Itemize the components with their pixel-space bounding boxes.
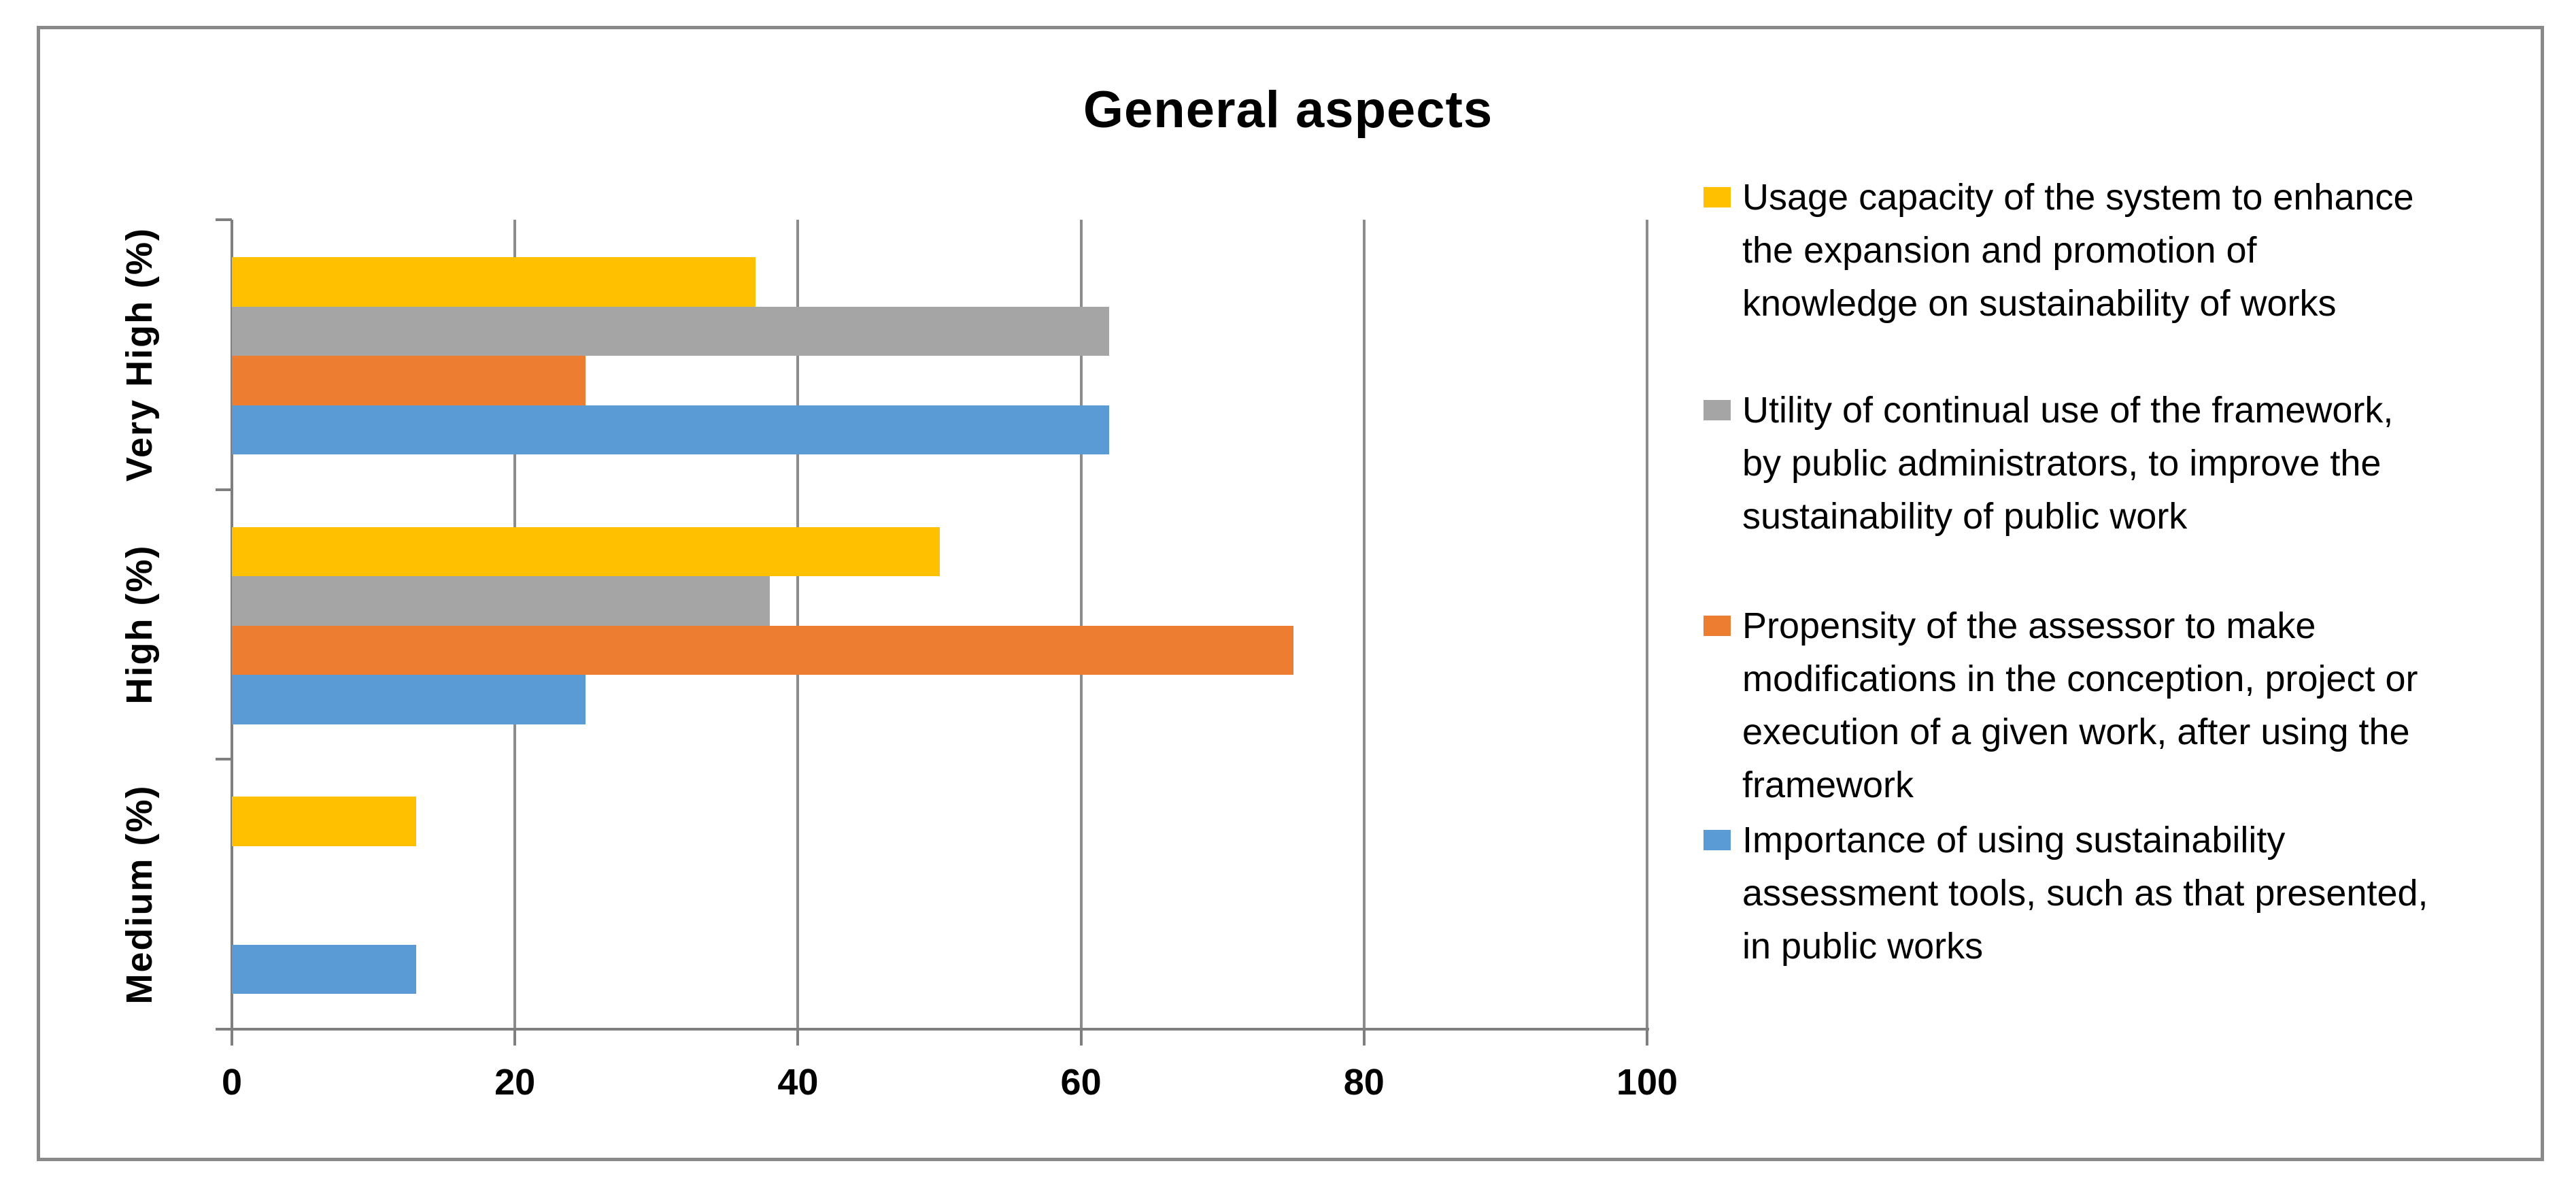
bar-2-high-	[232, 625, 1293, 675]
gridline	[1362, 220, 1366, 1029]
bar-3-medium-	[232, 944, 416, 994]
x-tick-label: 20	[494, 1062, 536, 1103]
x-axis-tick	[1079, 1029, 1083, 1046]
bar-3-high-	[232, 675, 586, 724]
y-axis-tick	[216, 758, 232, 761]
x-axis-tick	[1646, 1029, 1648, 1046]
category-label: Very High (%)	[119, 227, 160, 482]
bar-0-very-high-	[232, 257, 756, 307]
x-tick-label: 100	[1616, 1062, 1678, 1103]
legend-label: Propensity of the assessor to make modif…	[1742, 605, 2418, 805]
legend-swatch	[1704, 400, 1731, 420]
bar-1-very-high-	[232, 306, 1110, 356]
category-label: High (%)	[119, 544, 160, 705]
x-axis-tick	[796, 1029, 800, 1046]
bar-0-high-	[232, 526, 940, 577]
bar-0-medium-	[232, 797, 416, 846]
x-axis-line	[216, 1028, 1649, 1031]
legend-swatch	[1704, 187, 1731, 207]
chart-title: General aspects	[1083, 81, 1493, 139]
gridline	[1079, 220, 1083, 1029]
x-tick-label: 60	[1060, 1062, 1102, 1103]
x-tick-label: 40	[777, 1062, 819, 1103]
category-label: Medium (%)	[119, 784, 160, 1005]
y-axis-tick	[216, 488, 232, 491]
legend-label: Importance of using sustainability asses…	[1742, 820, 2428, 967]
x-axis-tick	[513, 1029, 517, 1046]
x-axis-tick	[1362, 1029, 1366, 1046]
legend-swatch	[1704, 830, 1731, 850]
legend-swatch	[1704, 616, 1731, 636]
legend-label: Utility of continual use of the framewor…	[1742, 390, 2394, 537]
gridline	[1646, 220, 1648, 1029]
bar-1-high-	[232, 576, 770, 626]
bar-2-very-high-	[232, 356, 586, 405]
chart-border	[37, 26, 2544, 1161]
x-tick-label: 80	[1343, 1062, 1385, 1103]
x-tick-label: 0	[221, 1062, 243, 1103]
y-axis-tick	[216, 218, 232, 221]
legend-label: Usage capacity of the system to enhance …	[1742, 177, 2414, 324]
gridline	[796, 220, 800, 1029]
bar-3-very-high-	[232, 405, 1110, 454]
